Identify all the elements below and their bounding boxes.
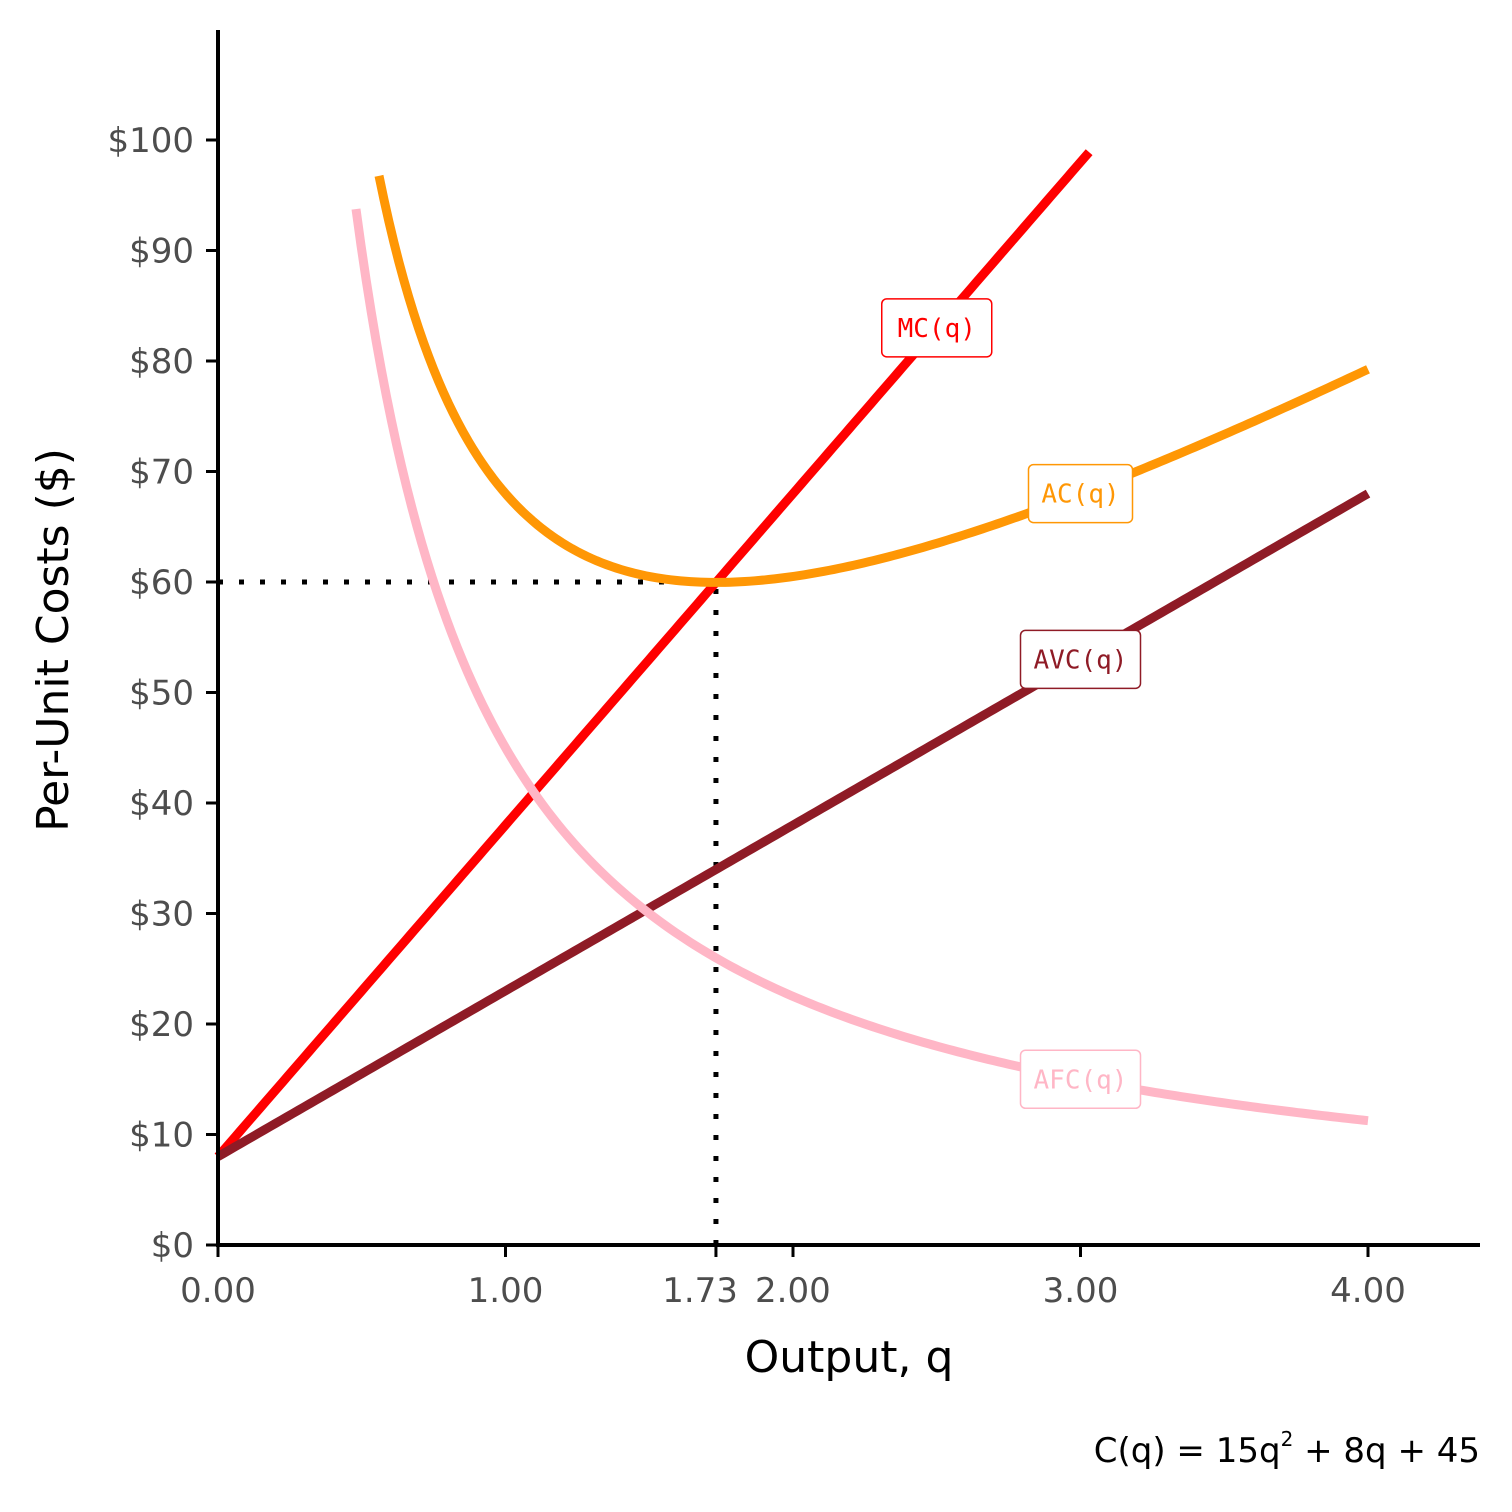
series-line-ac [374, 174, 1370, 587]
y-axis-title: Per-Unit Costs ($) [28, 448, 79, 832]
y-tick-label: $70 [129, 453, 194, 493]
y-tick-label: $100 [107, 121, 194, 161]
y-tick-label: $10 [129, 1116, 194, 1156]
curve-label-text: AFC(q) [1034, 1065, 1128, 1095]
curve-label-box [1019, 629, 1142, 690]
series-layer [214, 149, 1371, 1161]
y-tick-label: $0 [151, 1226, 194, 1266]
curve-labels-layer: MC(q) AC(q) AVC(q) AFC(q) [881, 298, 1142, 1109]
series-line-avc [215, 489, 1371, 1161]
y-tick-label: $60 [129, 563, 194, 603]
x-axis-title: Output, q [745, 1332, 954, 1383]
y-tick-label: $80 [129, 342, 194, 382]
cost-function-caption: C(q) = 15q2 + 8q + 45 [1094, 1427, 1480, 1471]
curve-label-box [1027, 463, 1134, 524]
x-tick-label: 2.00 [755, 1271, 831, 1311]
curve-label-text: AVC(q) [1034, 645, 1128, 675]
series-line-afc [351, 208, 1369, 1126]
y-tick-label: $40 [129, 784, 194, 824]
x-tick-label: 0.00 [180, 1271, 256, 1311]
y-tick-label: $30 [129, 895, 194, 935]
curve-label-text: AC(q) [1041, 480, 1119, 510]
curve-label-afc: AFC(q) [1019, 1049, 1142, 1109]
curve-label-ac: AC(q) [1027, 463, 1134, 524]
x-tick-label: 1.73 [662, 1271, 738, 1311]
y-tick-label: $90 [129, 232, 194, 272]
y-tick-label: $20 [129, 1005, 194, 1045]
y-tick-label: $50 [129, 674, 194, 714]
curve-label-mc: MC(q) [881, 298, 993, 358]
curve-label-box [1019, 1049, 1142, 1109]
curve-label-text: MC(q) [898, 314, 976, 344]
curve-label-box [881, 298, 993, 358]
x-tick-label: 4.00 [1330, 1271, 1406, 1311]
x-tick-label: 1.00 [468, 1271, 544, 1311]
axes-layer: $0 $10 $20 $30 $40 $50 $60 $70 $80 $90 $100 0.00 1.0… [107, 30, 1480, 1311]
curve-label-avc: AVC(q) [1019, 629, 1142, 690]
x-tick-label: 3.00 [1043, 1271, 1119, 1311]
